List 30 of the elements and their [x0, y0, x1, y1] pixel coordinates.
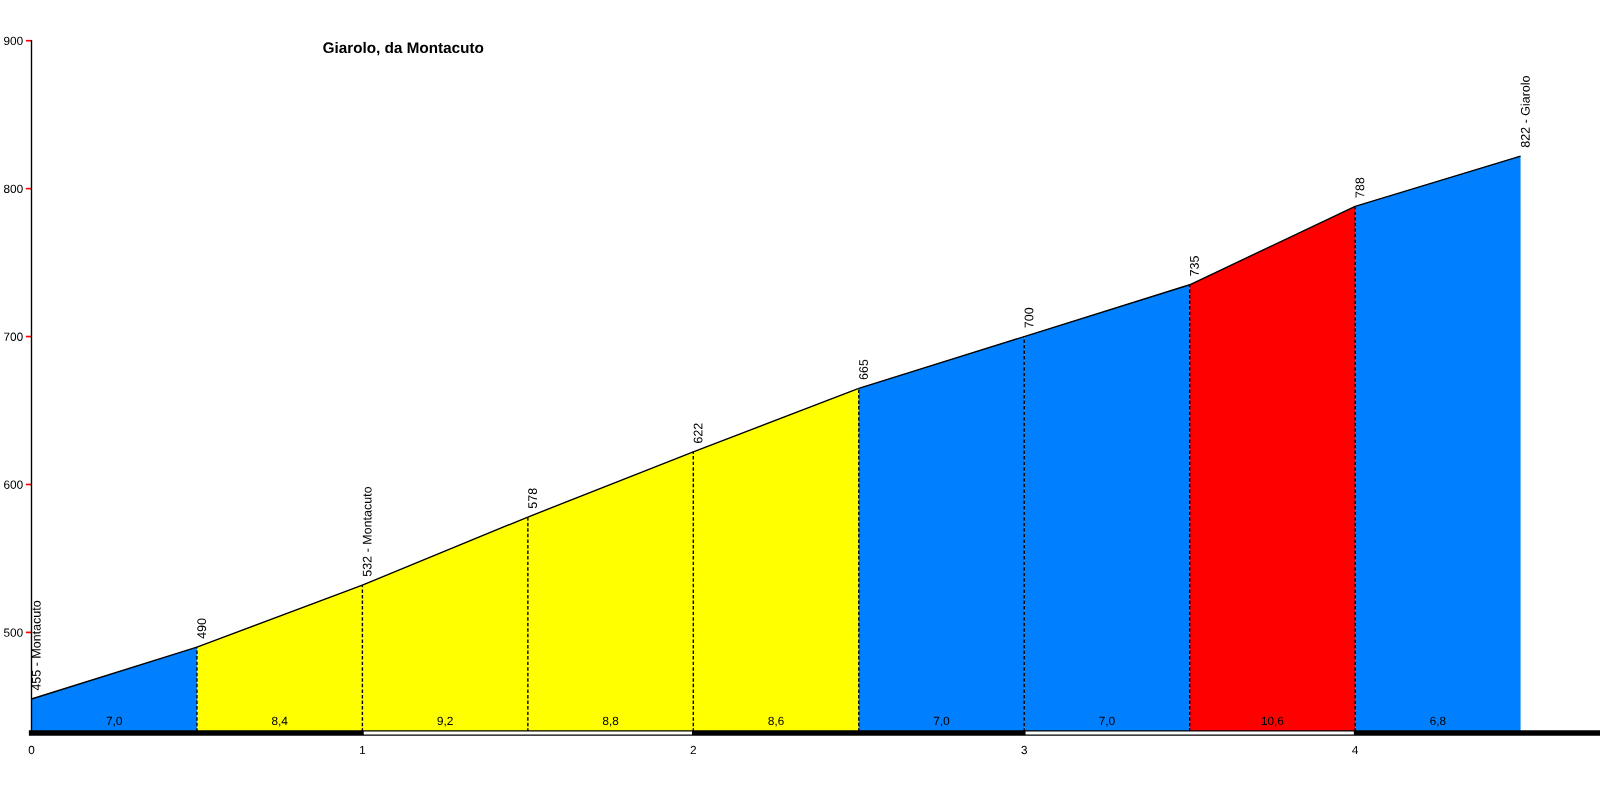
annotation: 7,0 [1099, 716, 1115, 727]
data-label: 490 [197, 618, 207, 639]
annotation: 10,6 [1261, 716, 1284, 727]
annotation: 8,8 [602, 716, 619, 727]
x-tick-label: 1 [360, 745, 366, 755]
y-tick-label: 600 [4, 480, 23, 489]
data-label: 665 [859, 359, 868, 380]
x-tick-label: 4 [1352, 745, 1359, 755]
data-label: 700 [1024, 307, 1034, 328]
y-tick-label: 800 [3, 184, 23, 194]
annotation: 6,8 [1430, 716, 1446, 727]
data-label: 822 - Giarolo [1520, 76, 1530, 148]
data-label: 788 [1355, 177, 1365, 198]
data-label: 578 [528, 488, 538, 509]
data-label: 455 - Montacuto [31, 600, 41, 691]
chart-title: Giarolo, da Montacuto [323, 41, 484, 56]
y-tick-label: 900 [4, 36, 23, 46]
y-tick-label: 700 [4, 332, 23, 341]
x-tick-label: 2 [690, 745, 696, 755]
x-tick-label: 0 [28, 745, 35, 755]
data-label: 532 - Montacuto [362, 486, 372, 577]
annotation: 7,0 [106, 716, 122, 727]
annotation: 8,6 [768, 716, 784, 727]
annotation: 7,0 [933, 716, 950, 727]
x-tick-label: 3 [1021, 745, 1027, 755]
data-label: 622 [693, 423, 703, 443]
annotation: 8,4 [271, 716, 288, 727]
annotation: 9,2 [437, 716, 453, 727]
y-tick-label: 500 [3, 628, 23, 637]
data-label: 735 [1190, 256, 1199, 276]
